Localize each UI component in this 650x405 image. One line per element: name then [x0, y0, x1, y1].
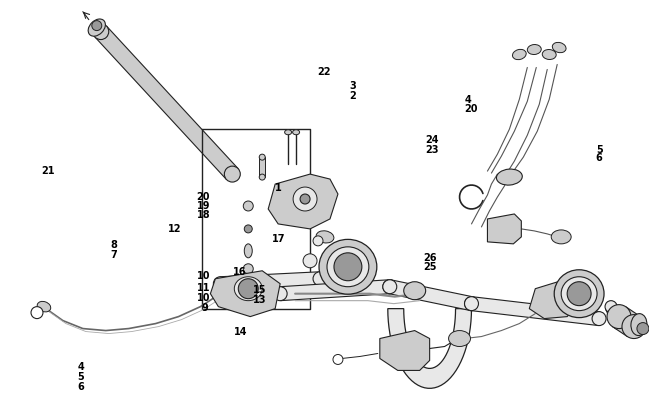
Ellipse shape: [383, 280, 396, 294]
Ellipse shape: [259, 155, 265, 161]
Circle shape: [239, 279, 258, 299]
Ellipse shape: [88, 20, 105, 37]
Ellipse shape: [224, 167, 240, 183]
Ellipse shape: [244, 244, 252, 258]
Ellipse shape: [552, 43, 566, 53]
Polygon shape: [280, 280, 390, 301]
Circle shape: [334, 253, 362, 281]
Ellipse shape: [551, 230, 571, 244]
Polygon shape: [259, 158, 265, 178]
Polygon shape: [211, 271, 280, 317]
Polygon shape: [220, 272, 320, 291]
Ellipse shape: [527, 45, 541, 55]
Text: 6: 6: [596, 153, 603, 163]
Ellipse shape: [542, 50, 556, 60]
Text: 8: 8: [110, 240, 117, 250]
Polygon shape: [388, 309, 471, 388]
Ellipse shape: [465, 297, 478, 311]
Ellipse shape: [273, 287, 287, 301]
Ellipse shape: [622, 315, 646, 339]
Ellipse shape: [561, 277, 597, 311]
Ellipse shape: [605, 301, 617, 313]
Circle shape: [300, 194, 310, 205]
Ellipse shape: [448, 331, 471, 347]
Ellipse shape: [613, 318, 625, 330]
Text: 5: 5: [77, 371, 84, 381]
Ellipse shape: [234, 277, 262, 301]
Ellipse shape: [259, 175, 265, 181]
Text: 26: 26: [423, 252, 437, 262]
Circle shape: [92, 21, 102, 32]
Text: 19: 19: [197, 201, 210, 211]
Text: 21: 21: [41, 165, 55, 175]
Ellipse shape: [631, 314, 647, 336]
Ellipse shape: [465, 297, 478, 311]
Text: 24: 24: [425, 135, 439, 145]
Circle shape: [243, 264, 254, 274]
Text: 5: 5: [596, 144, 603, 154]
Text: 7: 7: [110, 249, 117, 259]
Text: 3: 3: [350, 81, 356, 91]
Text: 13: 13: [252, 294, 266, 304]
Ellipse shape: [37, 302, 51, 312]
Polygon shape: [606, 304, 625, 326]
Text: 15: 15: [252, 284, 266, 294]
Circle shape: [243, 202, 254, 211]
Text: 4: 4: [464, 95, 471, 104]
Text: 16: 16: [233, 266, 246, 276]
Text: 23: 23: [425, 144, 439, 154]
Circle shape: [333, 355, 343, 364]
Ellipse shape: [313, 272, 327, 286]
Text: 22: 22: [317, 66, 331, 76]
Polygon shape: [380, 331, 430, 371]
Ellipse shape: [607, 305, 631, 329]
Text: 18: 18: [197, 210, 211, 220]
Ellipse shape: [512, 50, 527, 60]
Text: 11: 11: [197, 282, 210, 292]
Text: 2: 2: [350, 91, 356, 100]
Polygon shape: [268, 175, 338, 229]
Text: 1: 1: [274, 182, 281, 192]
Ellipse shape: [319, 240, 377, 294]
Ellipse shape: [383, 280, 396, 294]
Text: 9: 9: [202, 303, 209, 312]
Text: 10: 10: [197, 292, 210, 303]
Circle shape: [313, 236, 323, 246]
Ellipse shape: [285, 130, 292, 135]
Text: 12: 12: [168, 224, 182, 234]
Polygon shape: [488, 214, 521, 244]
Ellipse shape: [316, 231, 334, 243]
Ellipse shape: [292, 130, 300, 135]
Text: 10: 10: [197, 270, 210, 280]
Polygon shape: [529, 281, 579, 319]
Circle shape: [244, 225, 252, 233]
Text: 6: 6: [77, 381, 84, 391]
Polygon shape: [471, 297, 600, 326]
Circle shape: [637, 323, 649, 335]
Polygon shape: [95, 27, 238, 180]
Ellipse shape: [554, 270, 604, 318]
Text: 17: 17: [272, 233, 285, 243]
Ellipse shape: [404, 282, 426, 300]
Ellipse shape: [327, 247, 369, 287]
Ellipse shape: [497, 170, 523, 185]
Text: 14: 14: [234, 327, 248, 337]
Polygon shape: [388, 280, 473, 311]
Text: 20: 20: [464, 104, 478, 114]
Ellipse shape: [213, 277, 228, 291]
Circle shape: [31, 307, 43, 319]
Polygon shape: [612, 307, 640, 337]
Circle shape: [303, 254, 317, 268]
Circle shape: [567, 282, 591, 306]
Text: 4: 4: [77, 361, 84, 371]
Text: 20: 20: [197, 192, 210, 201]
Text: 25: 25: [423, 261, 437, 271]
Ellipse shape: [592, 312, 606, 326]
Circle shape: [293, 188, 317, 211]
Ellipse shape: [93, 25, 109, 40]
